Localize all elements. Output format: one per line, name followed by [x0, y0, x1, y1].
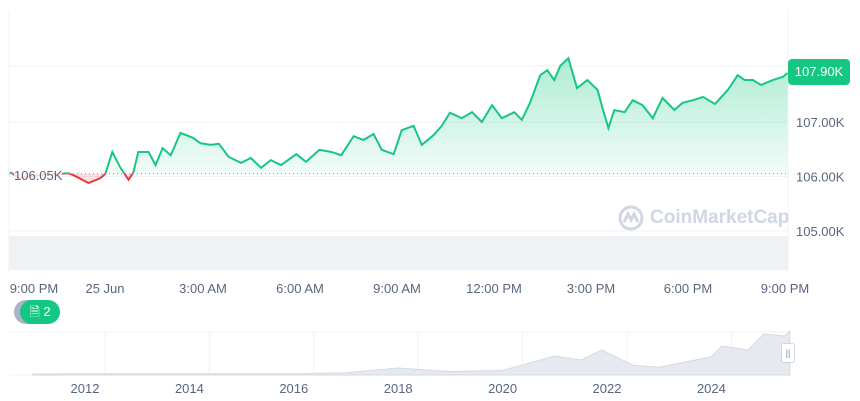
y-tick-label: 105.00K: [796, 224, 845, 239]
navigator-x-tick: 2022: [593, 381, 622, 396]
price-area-up: [10, 58, 788, 174]
x-tick-label: 9:00 PM: [10, 281, 58, 296]
x-tick-label: 6:00 PM: [664, 281, 712, 296]
drag-handle-icon: ||: [785, 348, 791, 358]
x-tick-label: 3:00 AM: [179, 281, 227, 296]
navigator-x-tick: 2012: [71, 381, 100, 396]
y-tick-label: 106.00K: [796, 170, 845, 185]
watermark: CoinMarketCap: [618, 205, 789, 231]
price-line-up: [9, 56, 789, 174]
x-tick-label: 25 Jun: [85, 281, 124, 296]
news-count: 2: [43, 304, 51, 319]
baseline-label: 106.05K: [14, 168, 63, 183]
navigator-x-tick: 2018: [384, 381, 413, 396]
x-tick-label: 6:00 AM: [276, 281, 324, 296]
x-tick-label: 12:00 PM: [466, 281, 522, 296]
navigator-drag-handle[interactable]: ||: [781, 343, 795, 363]
watermark-text: CoinMarketCap: [650, 207, 790, 228]
navigator-x-tick: 2016: [279, 381, 308, 396]
news-marker-button[interactable]: 🗎 2: [20, 300, 60, 324]
navigator-x-tick: 2014: [175, 381, 204, 396]
navigator-x-tick: 2024: [697, 381, 726, 396]
current-price-badge: 107.90K: [788, 59, 850, 85]
x-tick-label: 9:00 AM: [373, 281, 421, 296]
x-tick-label: 3:00 PM: [567, 281, 615, 296]
navigator-area: [32, 330, 791, 376]
volume-bars: [9, 236, 788, 270]
document-icon: 🗎: [29, 304, 40, 319]
coinmarketcap-logo-icon: [618, 205, 644, 231]
y-tick-label: 107.00K: [796, 115, 845, 130]
x-tick-label: 9:00 PM: [761, 281, 809, 296]
navigator-x-tick: 2020: [488, 381, 517, 396]
